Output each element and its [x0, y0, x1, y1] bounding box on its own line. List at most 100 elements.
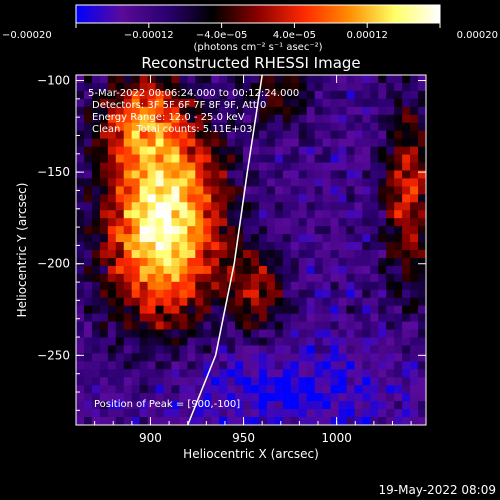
heatmap-cell	[131, 154, 141, 163]
heatmap-cell	[298, 98, 308, 108]
heatmap-cell	[258, 289, 268, 299]
heatmap-cell	[147, 377, 156, 386]
heatmap-cell	[418, 369, 426, 378]
heatmap-cell	[203, 257, 212, 267]
heatmap-cell	[76, 265, 85, 275]
heatmap-cell	[203, 369, 212, 378]
heatmap-cell	[338, 226, 347, 235]
heatmap-cell	[155, 178, 164, 187]
heatmap-cell	[163, 122, 172, 132]
heatmap-cell	[227, 138, 236, 147]
heatmap-cell	[179, 297, 188, 307]
heatmap-cell	[83, 273, 93, 283]
heatmap-cell	[386, 250, 395, 259]
heatmap-cell	[322, 385, 331, 394]
heatmap-cell	[131, 281, 141, 291]
heatmap-cell	[139, 154, 148, 163]
heatmap-cell	[139, 75, 148, 84]
heatmap-cell	[370, 242, 379, 251]
heatmap-cell	[370, 226, 379, 235]
heatmap-cell	[386, 98, 395, 108]
heatmap-cell	[76, 297, 85, 307]
heatmap-cell	[362, 329, 371, 338]
heatmap-cell	[394, 130, 403, 140]
heatmap-cell	[203, 409, 212, 418]
heatmap-cell	[290, 361, 300, 370]
heatmap-cell	[338, 337, 347, 346]
heatmap-cell	[314, 170, 323, 179]
heatmap-cell	[115, 90, 125, 100]
heatmap-cell	[418, 329, 426, 338]
heatmap-cell	[370, 361, 379, 370]
heatmap-cell	[195, 90, 204, 100]
heatmap-cell	[338, 122, 347, 132]
heatmap-cell	[274, 385, 284, 394]
heatmap-cell	[402, 345, 411, 354]
heatmap-cell	[402, 130, 411, 140]
heatmap-cell	[386, 305, 395, 315]
heatmap-cell	[76, 106, 85, 116]
heatmap-cell	[298, 409, 308, 418]
heatmap-cell	[211, 409, 220, 418]
heatmap-cell	[139, 162, 148, 171]
heatmap-cell	[266, 337, 276, 346]
heatmap-cell	[394, 178, 403, 187]
heatmap-cell	[107, 242, 117, 251]
heatmap-cell	[139, 114, 148, 124]
heatmap-cell	[107, 401, 117, 410]
heatmap-cell	[76, 353, 85, 362]
heatmap-cell	[163, 321, 172, 330]
heatmap-cell	[115, 154, 125, 163]
heatmap-cell	[203, 82, 212, 92]
heatmap-cell	[211, 202, 220, 211]
heatmap-cell	[274, 297, 284, 307]
heatmap-cell	[171, 401, 180, 410]
heatmap-cell	[330, 98, 339, 108]
heatmap-cell	[187, 178, 196, 187]
heatmap-cell	[322, 90, 331, 100]
heatmap-cell	[131, 257, 141, 267]
heatmap-cell	[123, 305, 133, 315]
heatmap-cell	[394, 393, 403, 402]
heatmap-cell	[107, 194, 117, 203]
heatmap-cell	[139, 202, 148, 211]
heatmap-cell	[171, 114, 180, 124]
heatmap-cell	[99, 130, 109, 140]
heatmap-cell	[251, 305, 260, 315]
heatmap-cell	[203, 313, 212, 322]
heatmap-cell	[219, 146, 228, 155]
heatmap-cell	[402, 154, 411, 163]
heatmap-cell	[282, 345, 292, 354]
heatmap-cell	[418, 305, 426, 315]
heatmap-cell	[235, 385, 244, 394]
heatmap-cell	[346, 289, 355, 299]
heatmap-cell	[131, 369, 141, 378]
heatmap-cell	[282, 186, 292, 195]
heatmap-cell	[378, 106, 387, 116]
heatmap-cell	[354, 138, 363, 147]
heatmap-cell	[76, 202, 85, 211]
heatmap-cell	[155, 353, 164, 362]
heatmap-cell	[338, 409, 347, 418]
heatmap-cell	[155, 226, 164, 235]
heatmap-cell	[402, 401, 411, 410]
heatmap-cell	[410, 353, 419, 362]
heatmap-cell	[187, 289, 196, 299]
heatmap-cell	[139, 178, 148, 187]
heatmap-cell	[227, 257, 236, 267]
heatmap-cell	[163, 138, 172, 147]
heatmap-cell	[171, 138, 180, 147]
heatmap-cell	[139, 186, 148, 195]
heatmap-cell	[418, 242, 426, 251]
heatmap-cell	[115, 385, 125, 394]
heatmap-cell	[219, 75, 228, 84]
heatmap-cell	[314, 353, 323, 362]
heatmap-cell	[330, 210, 339, 219]
heatmap-cell	[115, 202, 125, 211]
heatmap-cell	[258, 369, 268, 378]
heatmap-cell	[418, 345, 426, 354]
heatmap-cell	[219, 361, 228, 370]
heatmap-cell	[362, 82, 371, 92]
heatmap-cell	[91, 194, 101, 203]
heatmap-cell	[171, 210, 180, 219]
